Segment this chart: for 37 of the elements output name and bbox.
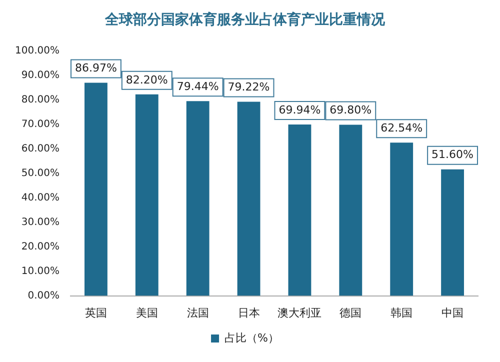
chart-title: 全球部分国家体育服务业占体育产业比重情况 [104,11,386,28]
legend-label: 占比（%） [224,331,279,344]
y-tick-label: 0.00% [28,290,60,302]
bar [186,101,210,296]
x-tick-label: 日本 [238,306,260,320]
x-tick-label: 德国 [340,306,362,320]
y-tick-label: 20.00% [21,241,60,252]
bar [339,124,362,296]
y-tick-label: 60.00% [21,143,60,154]
y-tick-label: 30.00% [21,216,60,228]
bar [84,82,108,296]
y-tick-label: 40.00% [21,192,60,204]
x-tick-label: 法国 [186,306,209,320]
y-tick-label: 80.00% [21,94,60,106]
bar [288,124,312,296]
y-tick-label: 70.00% [21,118,60,130]
y-tick-label: 50.00% [21,168,60,179]
bar [390,142,414,296]
bar [135,94,158,296]
x-tick-label: 韩国 [390,306,413,320]
text: 62.54% [380,121,423,134]
bar [237,102,260,296]
x-tick-label: 中国 [442,306,464,320]
text: 86.97% [74,62,117,75]
text: 69.94% [278,103,321,116]
text: 82.20% [126,73,168,86]
y-tick-label: 90.00% [21,70,60,81]
x-tick-label: 英国 [84,306,107,320]
text: 51.60% [432,148,474,162]
x-tick-label: 美国 [136,306,158,320]
y-tick-label: 100.00% [14,45,60,56]
bar [441,169,464,296]
text: 69.80% [330,104,372,117]
y-tick-label: 10.00% [21,266,60,277]
x-tick-label: 澳大利亚 [278,306,322,320]
text: 79.22% [228,80,270,94]
text: 79.44% [176,80,219,94]
